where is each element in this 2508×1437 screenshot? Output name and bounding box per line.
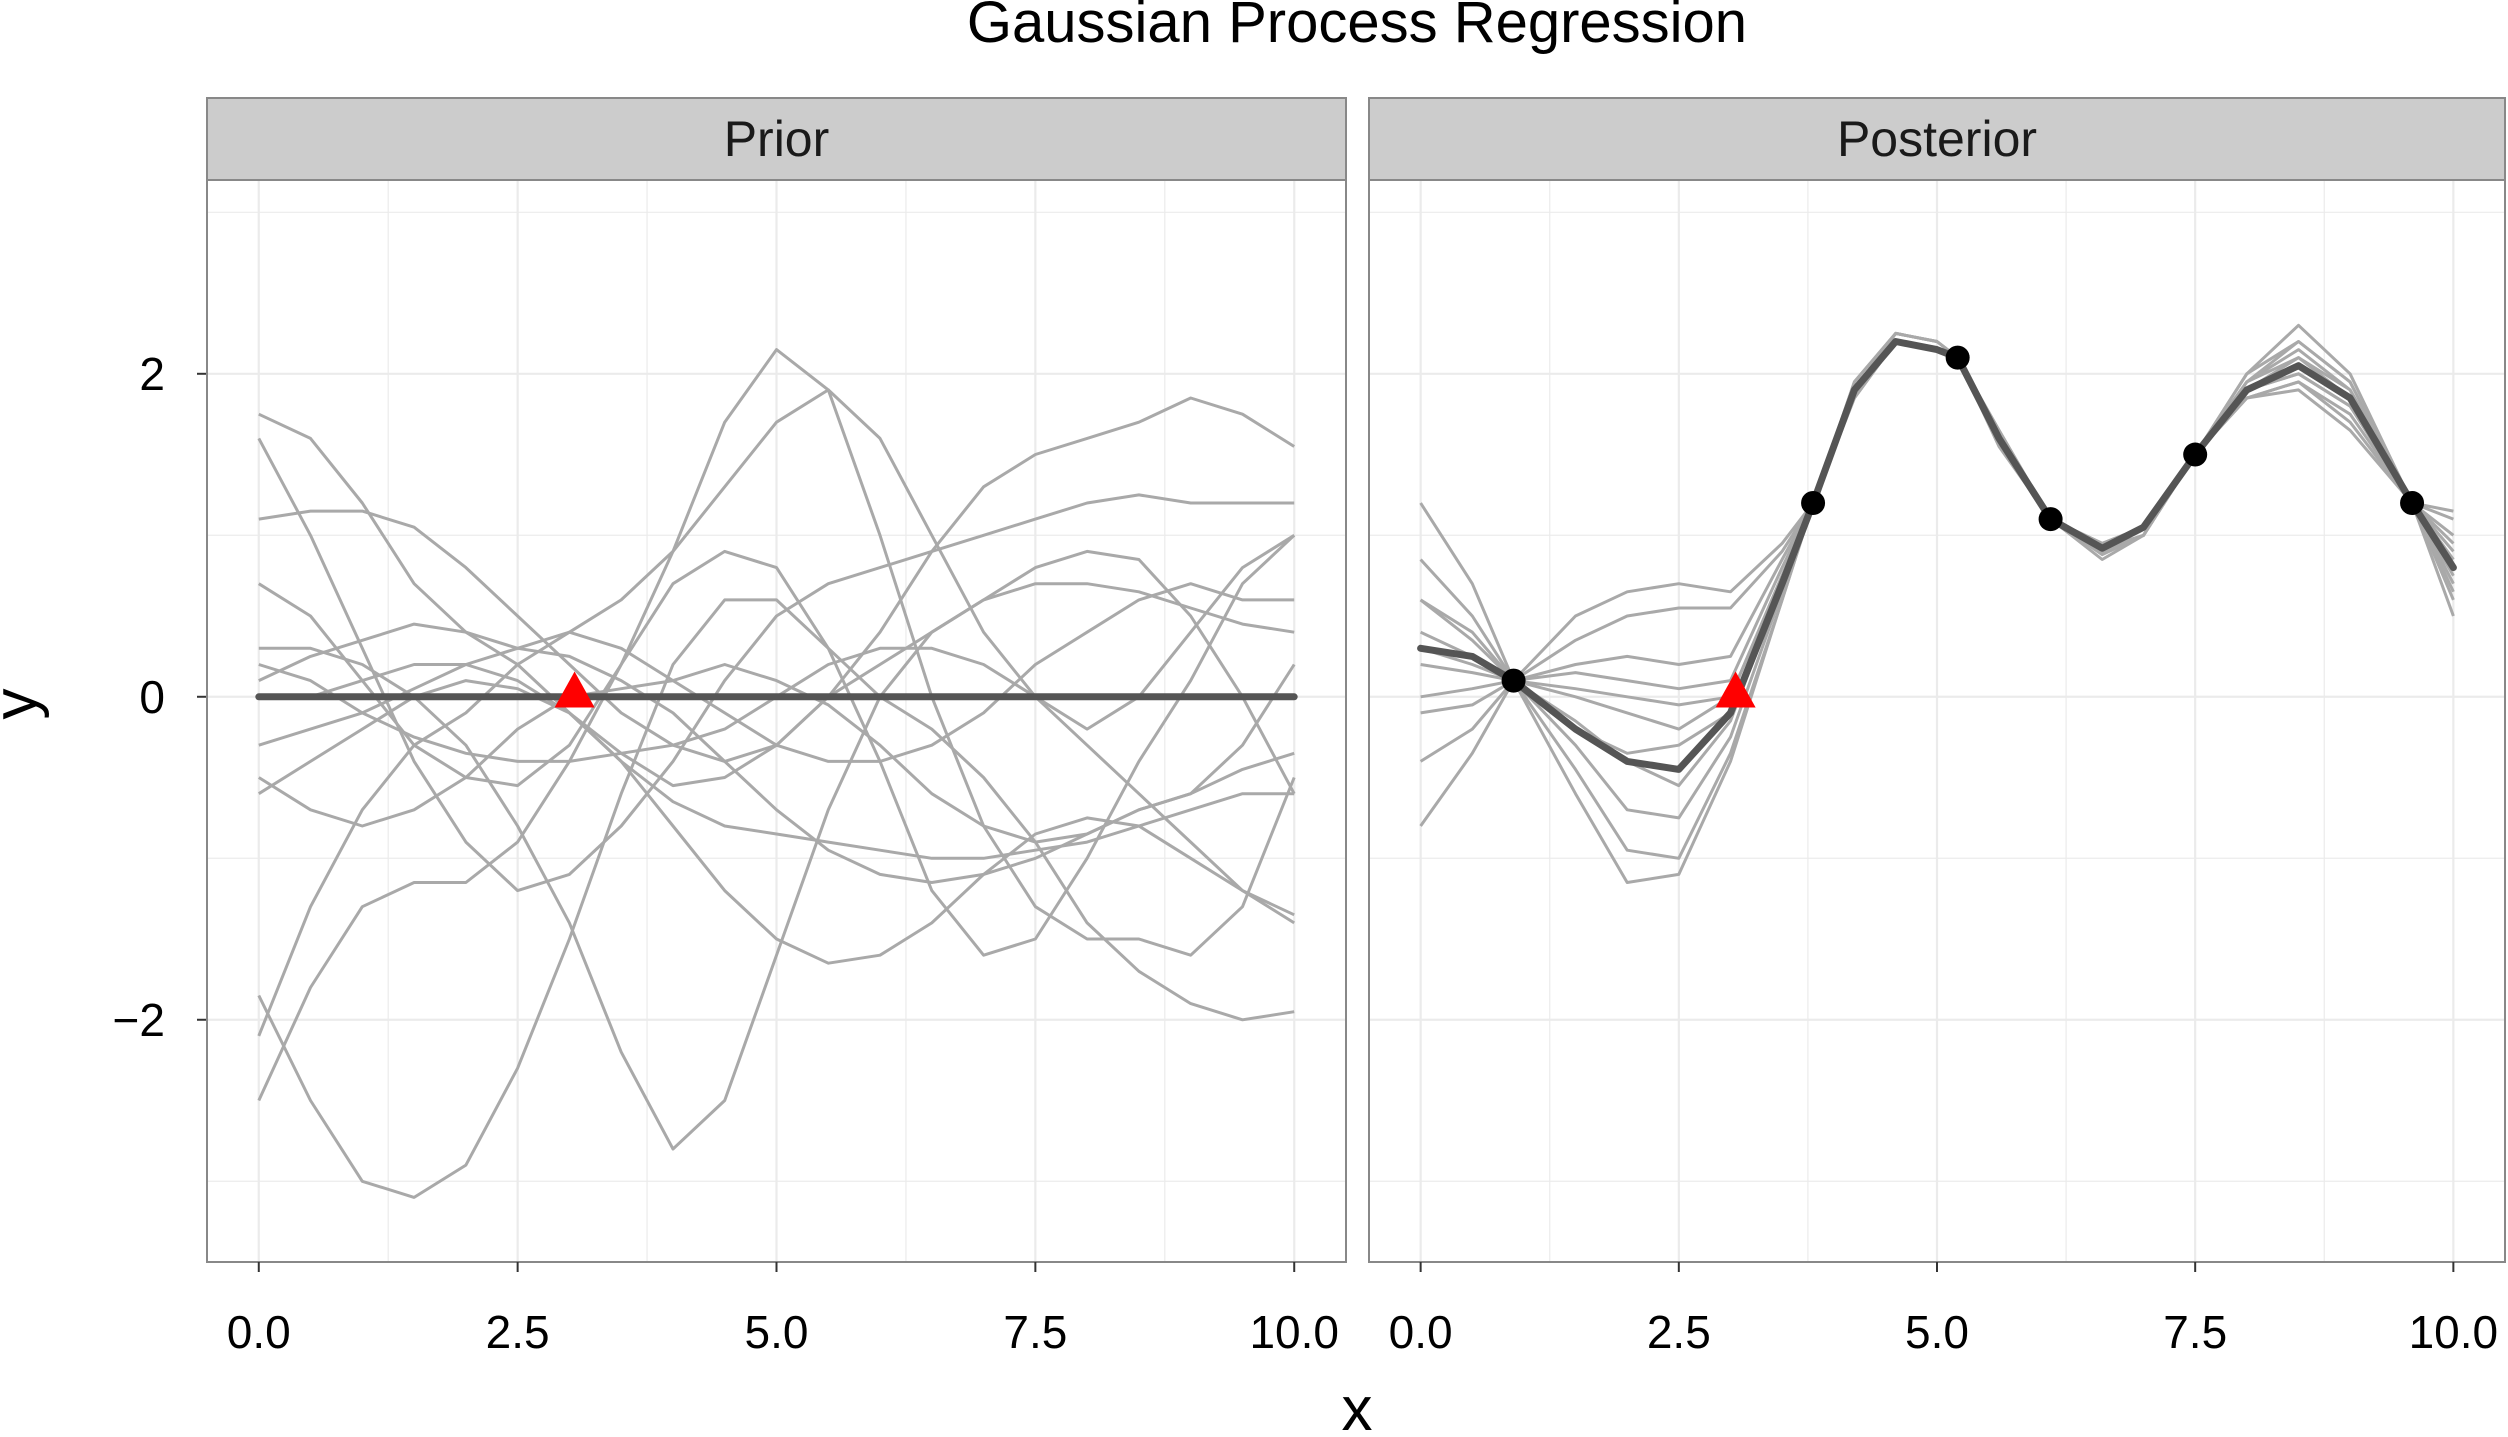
sample-line xyxy=(257,534,1296,1102)
x-tick-label: 0.0 xyxy=(1389,1306,1453,1358)
mean-line xyxy=(1417,338,2457,773)
sample-line xyxy=(258,388,1295,731)
x-tick-label: 7.5 xyxy=(1003,1306,1067,1358)
panel-strip xyxy=(206,97,1347,181)
x-tick-label: 0.0 xyxy=(227,1306,291,1358)
observation-point xyxy=(1945,345,1970,370)
x-tick-label: 10.0 xyxy=(2409,1306,2499,1358)
sample-line xyxy=(258,646,1295,884)
query-point-marker xyxy=(1715,671,1756,708)
chart-title: Gaussian Process Regression xyxy=(967,0,1747,55)
observation-point xyxy=(1501,668,1526,693)
y-tick-label: −2 xyxy=(113,994,165,1046)
x-tick-label: 10.0 xyxy=(1249,1306,1339,1358)
sample-line xyxy=(258,549,1296,1151)
panel-strip xyxy=(1368,97,2506,181)
sample-line xyxy=(1419,323,2455,763)
observation-point xyxy=(2183,442,2208,467)
sample-line xyxy=(257,437,1295,893)
sample-line xyxy=(258,663,1295,965)
observation-point xyxy=(2038,507,2063,532)
x-axis-label: x xyxy=(1342,1375,1373,1437)
y-tick-label: 0 xyxy=(139,671,165,723)
x-tick-label: 5.0 xyxy=(1905,1306,1969,1358)
observation-point xyxy=(1801,490,1826,515)
sample-line xyxy=(257,598,1295,1199)
y-axis-label: y xyxy=(0,689,50,720)
panel-strip-label: Posterior xyxy=(1837,111,2037,167)
panel-strip-label: Prior xyxy=(724,111,830,167)
x-tick-label: 7.5 xyxy=(2163,1306,2227,1358)
sample-line xyxy=(258,622,1295,860)
x-tick-label: 5.0 xyxy=(745,1306,809,1358)
observation-point xyxy=(2400,490,2425,515)
query-point-marker xyxy=(554,671,595,708)
panel-plot-area xyxy=(1417,323,2457,884)
x-tick-label: 2.5 xyxy=(486,1306,550,1358)
panels-layer: −2 0 2 Prior 0.0 2.5 5.0 7.5 10.0 Posterior 0.0 2.5… xyxy=(113,97,2506,1358)
sample-line xyxy=(258,348,1296,957)
panel-posterior: Posterior 0.0 2.5 5.0 7.5 10.0 xyxy=(1368,97,2506,1358)
x-tick-label: 2.5 xyxy=(1647,1306,1711,1358)
y-tick-label: 2 xyxy=(139,348,165,400)
panel-prior: Prior 0.0 2.5 5.0 7.5 10.0 xyxy=(206,97,1347,1358)
sample-line xyxy=(258,582,1295,795)
panel-plot-area xyxy=(255,348,1298,1199)
